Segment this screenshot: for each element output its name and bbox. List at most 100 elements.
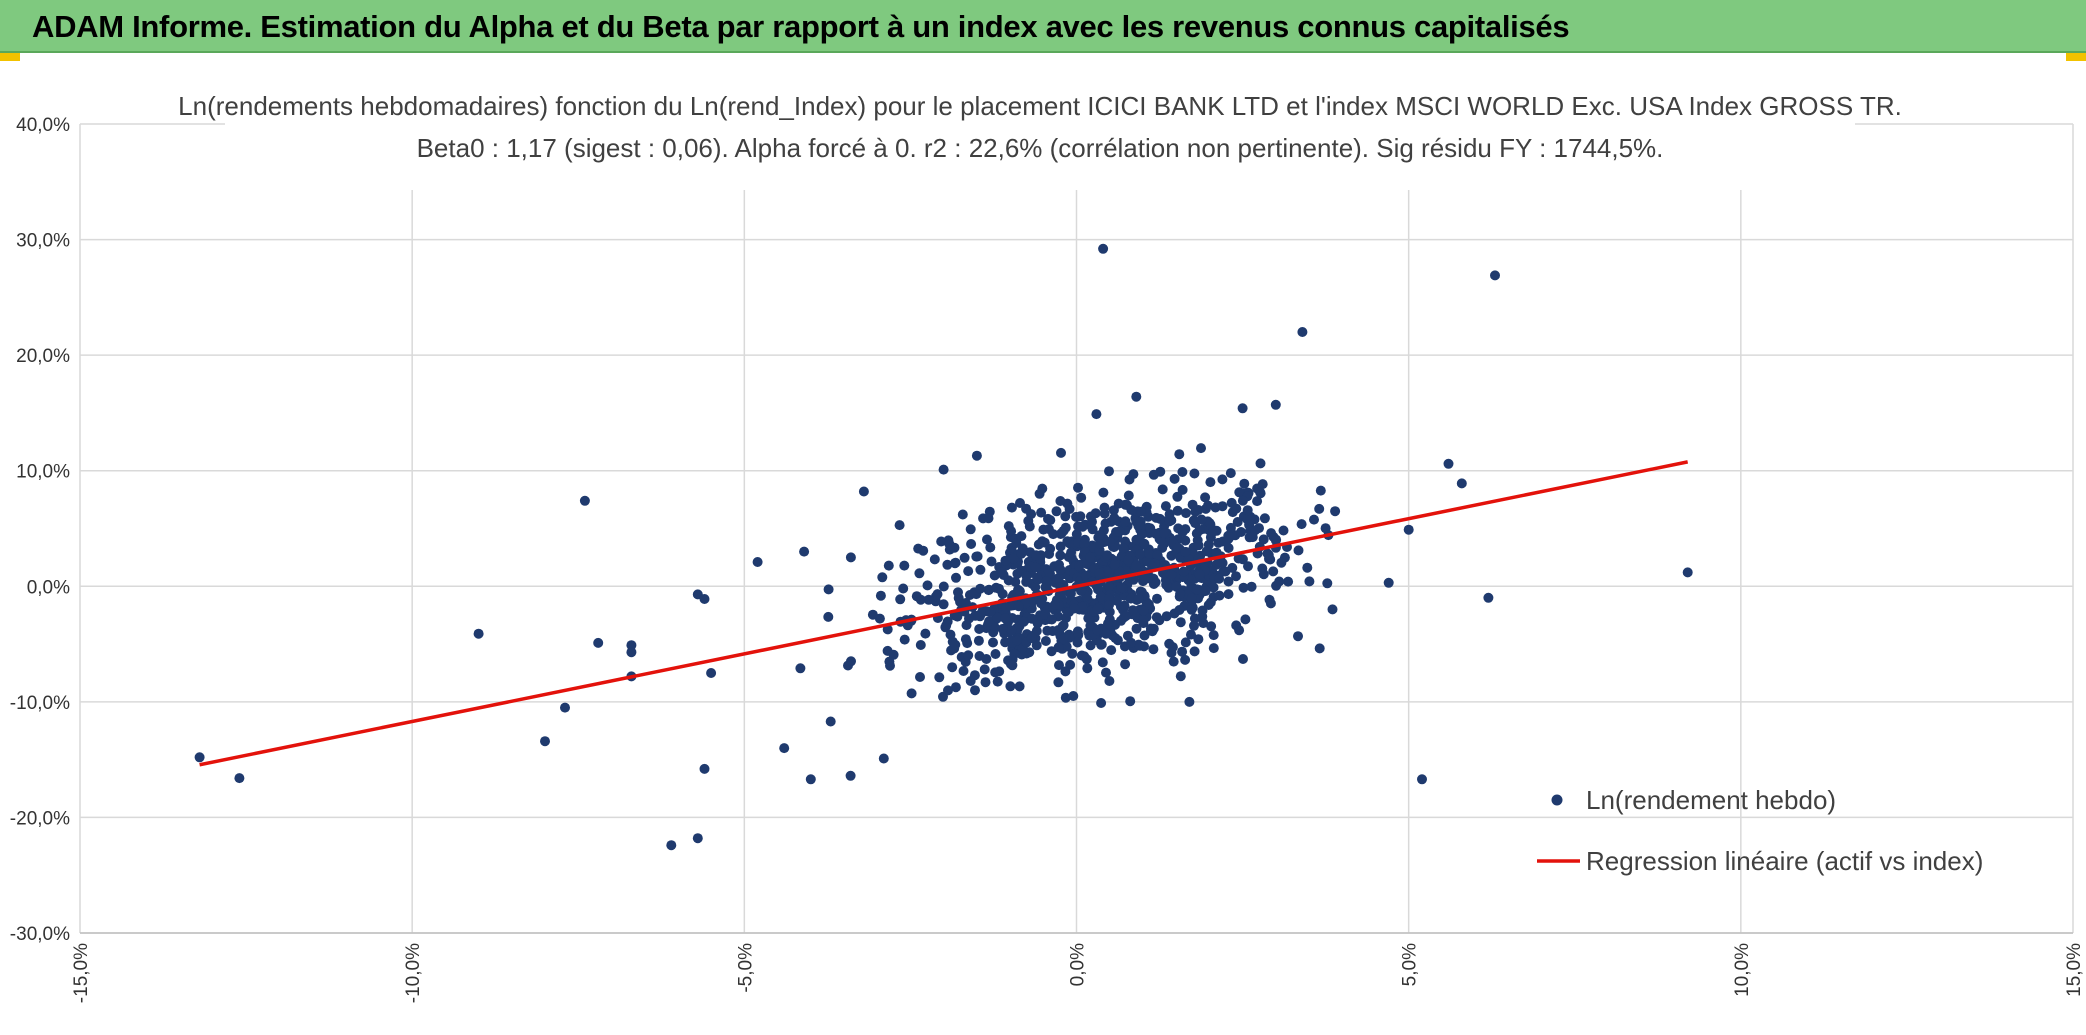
scatter-point [1296,519,1307,530]
scatter-point [940,622,951,633]
scatter-point [1103,618,1113,629]
scatter-point [957,509,968,520]
scatter-point [1031,550,1042,561]
scatter-point [1327,604,1338,615]
scatter-point [846,656,856,667]
scatter-point [1104,600,1114,610]
scatter-point [1152,593,1162,604]
scatter-point [1223,543,1234,553]
scatter-point [1055,550,1066,561]
x-tick-label: 15,0% [2064,943,2085,997]
scatter-point [971,551,982,562]
scatter-point [1443,458,1454,469]
scatter-point [878,753,889,764]
scatter-point [1180,637,1191,648]
scatter-point [1065,588,1076,599]
scatter-point [1243,561,1253,572]
scatter-point [1109,512,1120,523]
scatter-point [964,613,974,624]
scatter-point [1225,522,1236,533]
scatter-point [845,552,856,563]
scatter-point [1309,514,1319,525]
scatter-point [1040,636,1051,646]
scatter-point [1060,692,1071,703]
scatter-point [1000,637,1011,648]
scatter-point [1013,601,1024,612]
scatter-point [945,629,956,640]
scatter-point [1322,578,1333,589]
scatter-point [1213,537,1224,548]
scatter-point [960,634,971,645]
scatter-point [1079,539,1090,550]
scatter-point [1014,681,1025,692]
scatter-point [1206,621,1217,632]
scatter-point [699,763,710,774]
y-tick-label: 10,0% [16,462,70,483]
scatter-point [1159,528,1170,539]
scatter-point [985,542,996,553]
scatter-point [1051,506,1062,517]
scatter-point [898,583,909,594]
scatter-point [1097,657,1108,668]
scatter-point [1073,482,1083,493]
scatter-point [779,743,790,754]
legend-marker-scatter [1551,794,1563,806]
y-tick-label: 0,0% [27,577,70,598]
scatter-point [1098,487,1109,498]
scatter-point [1085,640,1096,651]
scatter-point [666,840,677,851]
scatter-point [959,552,970,563]
scatter-point [1259,513,1270,524]
corner-marker-left [0,53,20,61]
scatter-point [983,513,994,524]
x-tick-label: 0,0% [1068,943,1089,986]
scatter-point [1005,681,1016,692]
scatter-point [997,589,1008,599]
scatter-point [1136,506,1146,517]
scatter-point [938,464,949,475]
scatter-point [1315,485,1326,496]
y-tick-label: -10,0% [10,693,70,714]
scatter-point [1231,503,1242,514]
scatter-point [991,582,1002,593]
scatter-point [1016,531,1027,542]
scatter-point [1026,633,1037,644]
scatter-point [963,650,974,661]
scatter-point [706,668,717,678]
scatter-point [1403,524,1414,535]
scatter-point [1225,468,1236,479]
scatter-point [1186,604,1197,615]
scatter-point [1293,631,1303,642]
scatter-point [1123,555,1134,566]
scatter-point [1027,613,1038,624]
scatter-point [1242,505,1253,516]
scatter-point [1151,512,1162,523]
scatter-point [1205,477,1216,488]
scatter-point [979,664,990,675]
scatter-point [799,546,810,557]
scatter-point [963,566,974,577]
scatter-point [894,520,905,531]
scatter-point [1330,506,1341,517]
scatter-point [1189,620,1199,631]
scatter-point [699,594,710,604]
scatter-point [1490,270,1500,281]
scatter-point [1092,625,1103,636]
scatter-point [1096,698,1107,708]
scatter-point [1208,582,1219,593]
scatter-point [1232,517,1243,527]
scatter-point [1135,516,1146,527]
chart-title: Ln(rendements hebdomadaires) fonction du… [178,85,1902,190]
scatter-point [1178,566,1189,577]
scatter-point [936,536,947,547]
scatter-point [1200,492,1211,503]
scatter-point [1058,634,1069,645]
scatter-point [1044,549,1055,559]
scatter-point [1074,561,1084,572]
scatter-point [922,580,933,591]
scatter-point [944,544,955,555]
scatter-point [1144,549,1155,559]
scatter-point [1058,620,1069,631]
scatter-point [1127,605,1138,616]
scatter-point [1138,605,1149,616]
